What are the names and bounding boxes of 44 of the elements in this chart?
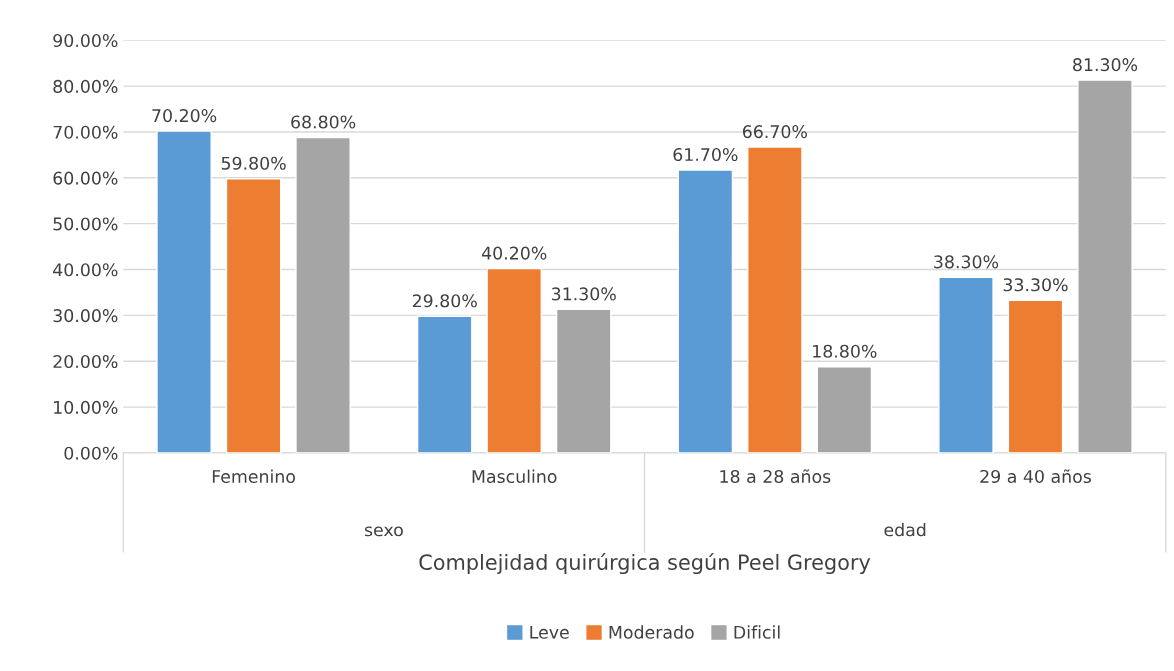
- data-label: 18.80%: [813, 344, 877, 358]
- y-tick-label: 90.00%: [53, 33, 118, 48]
- x-tick-label: 18 a 28 años: [720, 469, 831, 484]
- x-tick-label: 29 a 40 años: [980, 469, 1091, 484]
- y-tick-label: 70.00%: [53, 125, 118, 139]
- bar: [677, 169, 734, 453]
- data-label: 66.70%: [742, 125, 807, 139]
- bar: [555, 308, 612, 453]
- bar: [295, 136, 351, 453]
- y-tick-label: 60.00%: [53, 171, 118, 185]
- y-tick-label: 10.00%: [54, 400, 118, 414]
- data-label: 38.30%: [934, 255, 999, 269]
- y-tick-label: 30.00%: [53, 309, 118, 323]
- data-label: 33.30%: [1003, 278, 1068, 292]
- y-tick-label: 40.00%: [53, 263, 118, 277]
- x-tick-label: Masculino: [472, 469, 557, 484]
- data-label: 29.80%: [412, 294, 477, 308]
- x-axis-title: Complejidad quirúrgica según Peel Gregory: [419, 553, 871, 575]
- data-label: 70.20%: [152, 108, 217, 123]
- x-tick-label: Femenino: [212, 469, 296, 484]
- bar: [486, 267, 543, 453]
- legend-label: Dificil: [734, 625, 780, 639]
- bar: [816, 366, 873, 453]
- bar: [747, 146, 803, 453]
- legend-label: Moderado: [609, 625, 694, 639]
- data-label: 61.70%: [673, 147, 738, 162]
- bar: [938, 276, 994, 453]
- y-tick-label: 0.00%: [64, 446, 118, 460]
- bar: [225, 178, 282, 453]
- y-tick-label: 80.00%: [53, 79, 118, 93]
- data-label: 68.80%: [291, 115, 356, 129]
- bar: [416, 315, 473, 453]
- y-tick-label: 50.00%: [53, 217, 118, 231]
- y-tick-label: 20.00%: [53, 354, 118, 369]
- data-label: 40.20%: [481, 246, 547, 260]
- bar: [1007, 299, 1064, 453]
- text: edad: [884, 522, 926, 537]
- bar: [156, 130, 212, 453]
- bar: [1077, 79, 1133, 453]
- data-label: 31.30%: [551, 287, 616, 301]
- legend-label: Leve: [530, 625, 569, 639]
- text: sexo: [364, 526, 403, 537]
- data-label: 81.30%: [1073, 58, 1138, 72]
- data-label: 59.80%: [221, 156, 286, 170]
